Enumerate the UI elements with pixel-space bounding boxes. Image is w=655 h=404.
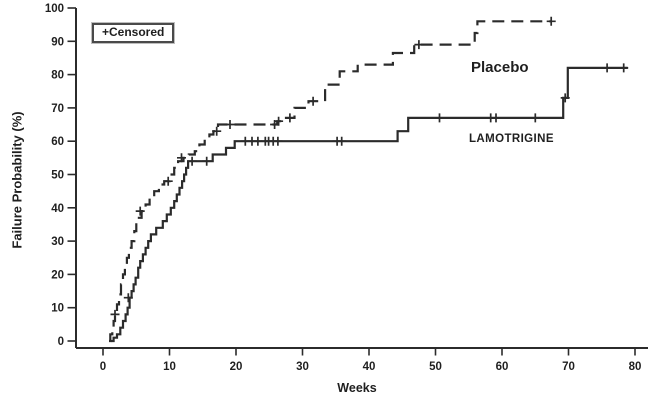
lamotrigine-censor-mark xyxy=(337,136,347,146)
y-tick-label: 100 xyxy=(45,3,64,15)
placebo-censor-mark xyxy=(414,40,424,50)
x-tick-label: 60 xyxy=(496,361,509,373)
placebo-censor-mark xyxy=(163,176,173,186)
y-tick-label: 20 xyxy=(51,269,64,281)
placebo-censor-mark xyxy=(285,113,295,123)
lamotrigine-curve xyxy=(111,66,628,343)
censored-legend-label: +Censored xyxy=(102,25,165,39)
lamotrigine-censor-mark xyxy=(602,63,612,73)
series-lamotrigine xyxy=(111,63,629,343)
lamotrigine-censor-mark xyxy=(491,113,501,123)
y-tick-label: 60 xyxy=(51,136,64,148)
lamotrigine-censor-mark xyxy=(619,63,629,73)
placebo-censor-mark xyxy=(546,16,556,26)
placebo-censor-mark xyxy=(212,126,222,136)
lamotrigine-censor-mark xyxy=(435,113,444,123)
x-tick-label: 80 xyxy=(629,361,642,373)
placebo-censor-mark xyxy=(274,116,284,126)
censored-legend-box: +Censored xyxy=(90,22,176,44)
lamotrigine-censor-mark xyxy=(273,136,283,146)
series-placebo xyxy=(109,16,556,343)
lamotrigine-censor-mark xyxy=(560,93,570,103)
x-tick-label: 10 xyxy=(163,361,176,373)
y-tick-label: 0 xyxy=(58,336,64,348)
y-tick-label: 90 xyxy=(51,36,64,48)
lamotrigine-censor-mark xyxy=(202,156,212,166)
placebo-censor-mark xyxy=(308,96,318,106)
y-tick-label: 30 xyxy=(51,236,64,248)
lamotrigine-censor-mark xyxy=(187,156,197,166)
lamotrigine-censor-mark xyxy=(530,113,540,123)
x-tick-label: 40 xyxy=(363,361,376,373)
x-tick-label: 70 xyxy=(562,361,575,373)
axis-lines xyxy=(75,8,648,349)
x-tick-label: 0 xyxy=(100,361,106,373)
placebo-censor-mark xyxy=(110,309,120,319)
series-label-lamotrigine: LAMOTRIGINE xyxy=(469,133,554,145)
x-tick-label: 50 xyxy=(429,361,442,373)
y-axis-title: Failure Probability (%) xyxy=(9,111,25,249)
y-tick-label: 50 xyxy=(51,170,64,182)
placebo-censor-mark xyxy=(225,120,235,129)
y-tick-label: 40 xyxy=(51,203,64,215)
y-tick-label: 80 xyxy=(51,70,64,82)
placebo-censor-mark xyxy=(177,153,186,163)
x-axis-title: Weeks xyxy=(337,381,377,395)
y-tick-label: 10 xyxy=(51,303,64,315)
lamotrigine-censor-mark xyxy=(123,293,133,303)
x-tick-label: 20 xyxy=(230,361,243,373)
series-label-placebo: Placebo xyxy=(471,59,529,76)
x-tick-label: 30 xyxy=(296,361,309,373)
y-tick-label: 70 xyxy=(51,103,64,115)
placebo-censor-mark xyxy=(135,206,145,216)
